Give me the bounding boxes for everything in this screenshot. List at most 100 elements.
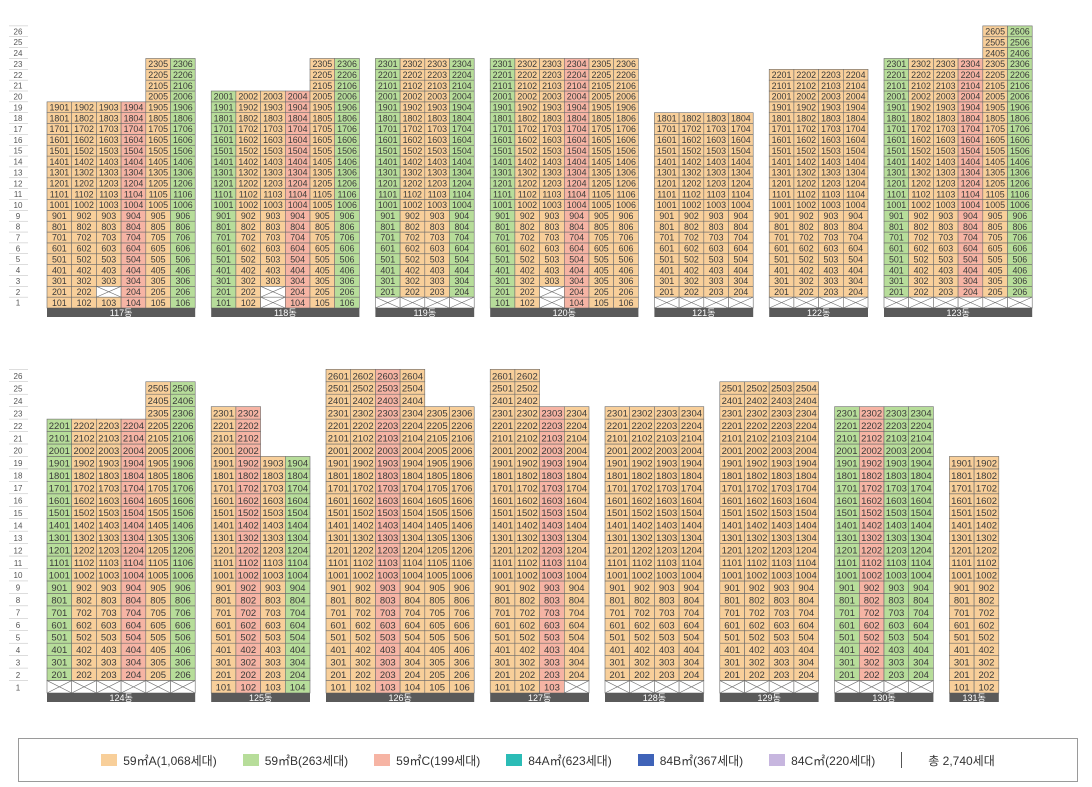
unit-cell: 2102 [629,431,655,445]
unit-cell: 1104 [284,555,311,569]
unit-number: 904 [569,583,585,594]
unit-number: 1705 [427,483,448,494]
unit-number: 701 [609,608,625,619]
unit-number: 504 [733,254,748,264]
unit-cell: 504 [793,630,819,644]
unit-number: 503 [101,633,117,644]
unit-cell: 2003 [375,443,401,457]
unit-cell: 1804 [563,112,590,124]
unit-cell: 801 [375,220,401,233]
legend-item-59c: 59㎡C(199세대) [374,752,480,769]
unit-cell: 504 [957,253,984,265]
floor-label: 2 [16,288,21,297]
unit-number: 1203 [936,178,956,188]
unit-number: 1604 [910,496,931,507]
unit-number: 1206 [1010,178,1030,188]
floor-label: 23 [14,60,23,69]
unit-cell: 501 [489,253,516,265]
unit-cell: 1201 [325,543,352,557]
unit-number: 2105 [148,81,168,91]
unit-cell: 2404 [793,393,819,407]
unit-cell: 1106 [1007,188,1033,200]
unit-cell: 2002 [629,443,655,457]
unit-cell: 1302 [514,530,540,544]
unit-cell: 1704 [563,481,590,494]
unit-number: 402 [77,265,92,275]
unit-cell: 1304 [563,530,590,544]
unit-cell: 1003 [818,199,844,211]
unit-cell: 1801 [46,112,73,124]
unit-cell: 2502 [350,381,376,395]
unit-number: 702 [864,608,880,619]
unit-cell: 704 [399,605,426,619]
unit-number: 503 [888,633,904,644]
unit-number: 1602 [403,135,423,145]
unit-cell: 302 [629,655,655,669]
unit-number: 203 [888,670,904,681]
unit-cell: 104 [120,296,147,309]
unit-cell: 604 [793,617,819,631]
unit-number: 702 [405,233,420,243]
unit-cell: 1601 [325,493,352,507]
unit-number: 2304 [452,59,472,69]
unit-number: 1005 [148,570,169,581]
unit-cell: 902 [235,210,261,222]
unit-number: 1103 [263,189,282,199]
unit-number: 1305 [985,168,1005,178]
unit-number: 2204 [452,70,472,80]
unit-cell: 904 [957,210,984,222]
unit-cell: 1801 [834,468,860,482]
unit-number: 1205 [985,178,1005,188]
unit-cell: 1603 [539,134,565,146]
unit-number: 1401 [657,157,677,167]
unit-number: 2303 [886,409,907,420]
unit-number: 202 [77,287,92,297]
unit-number: 1701 [607,483,628,494]
unit-number: 1405 [427,521,448,532]
unit-cell: 1303 [883,530,910,544]
unit-number: 1305 [427,533,448,544]
unit-number: 1102 [797,189,816,199]
unit-number: 2201 [772,70,792,80]
building-name: 131동 [962,693,985,703]
unit-cell: 1603 [260,134,286,146]
unit-cell: 704 [793,605,819,619]
unit-cell: 304 [563,655,590,669]
unit-cell: 503 [539,630,565,644]
unit-cell: 2302 [908,58,934,70]
unit-number: 2201 [836,421,857,432]
unit-number: 1101 [50,189,69,199]
pilotis-cell [375,296,401,309]
unit-number: 1902 [74,103,94,113]
unit-number: 501 [889,254,904,264]
unit-cell: 1002 [973,568,1000,581]
unit-cell: 604 [957,242,984,255]
unit-cell: 1001 [834,568,860,581]
unit-number: 1404 [287,521,308,532]
unit-number: 1402 [517,157,537,167]
unit-number: 904 [733,211,748,221]
unit-cell: 701 [325,605,352,619]
unit-number: 1204 [452,178,472,188]
unit-cell: 701 [883,231,910,244]
unit-cell: 2504 [793,381,819,395]
floor-label: 21 [14,82,23,91]
unit-cell: 704 [842,231,869,244]
unit-number: 2302 [746,409,767,420]
unit-cell: 1503 [424,144,450,157]
unit-number: 1805 [148,471,169,482]
unit-cell: 703 [539,605,565,619]
unit-number: 603 [888,620,904,631]
unit-number: 2206 [337,70,357,80]
unit-number: 705 [315,233,330,243]
unit-cell: 2002 [235,90,261,103]
unit-cell: 804 [728,220,754,233]
unit-number: 2202 [631,421,652,432]
unit-cell [260,296,286,309]
unit-number: 101 [495,683,511,694]
unit-number: 2006 [172,446,193,457]
unit-cell: 1502 [973,505,1000,519]
unit-number: 1201 [378,178,398,188]
unit-number: 2304 [566,409,587,420]
unit-number: 1902 [517,103,537,113]
